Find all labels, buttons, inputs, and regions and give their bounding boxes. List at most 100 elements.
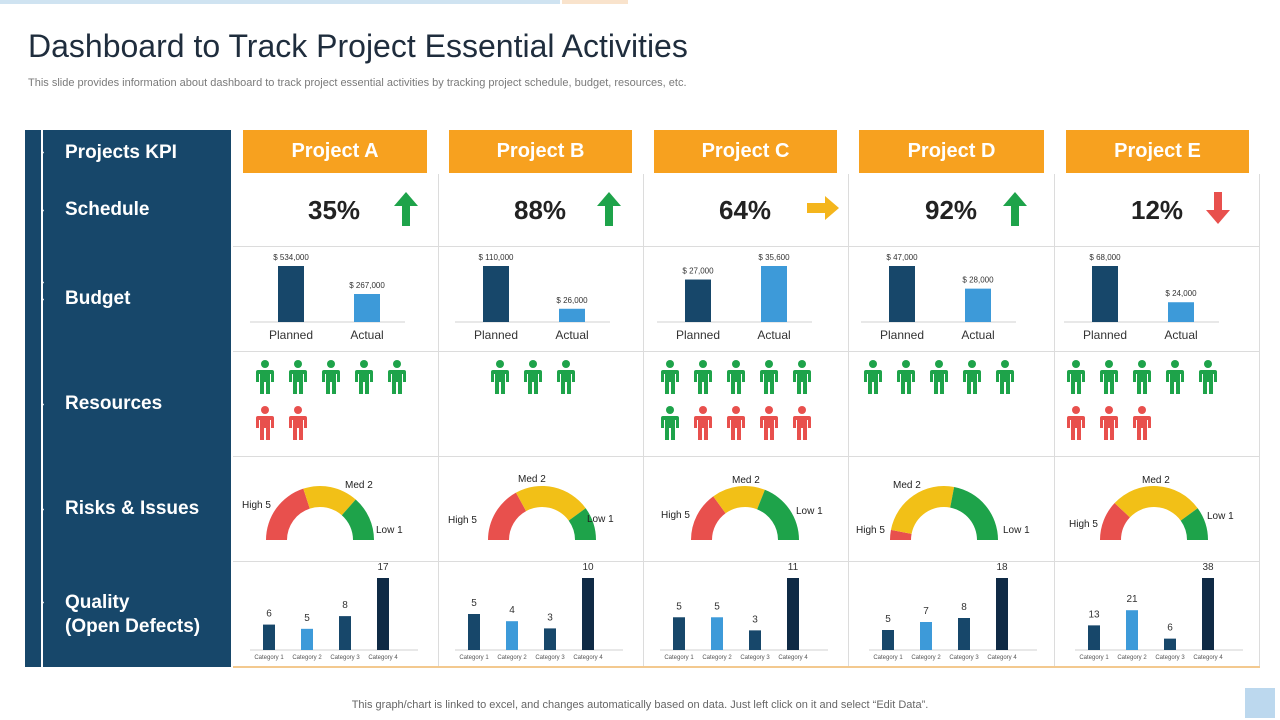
person-icon [256, 360, 274, 394]
person-icon [322, 360, 340, 394]
risk-gauge-b [488, 486, 596, 540]
budget-value-label: $ 534,000 [273, 253, 309, 262]
risk-gauge-e [1100, 486, 1208, 540]
quality-bar [263, 624, 275, 650]
quality-bar [920, 622, 932, 650]
person-icon [694, 360, 712, 394]
person-icon [1166, 360, 1184, 394]
top-accent-strip-orange [562, 0, 628, 4]
risk-gauge-a [266, 486, 374, 540]
person-icon [1067, 360, 1085, 394]
budget-category-label: Actual [350, 328, 383, 342]
quality-bar [468, 614, 480, 650]
resources-d [864, 360, 1014, 394]
schedule-value-c: 64% [719, 195, 772, 225]
chevron-right-icon: › [41, 277, 45, 288]
person-icon [694, 406, 712, 440]
quality-chart-a: 6 Category 1 5 Category 2 8 Category 3 17 Categ… [250, 562, 418, 661]
quality-category-label: Category 3 [740, 655, 770, 661]
person-icon [289, 360, 307, 394]
quality-value-label: 3 [547, 612, 553, 623]
arrow-down-icon [1206, 192, 1230, 224]
kpi-row-risks: Risks & Issues [65, 498, 200, 519]
quality-value-label: 4 [509, 605, 515, 616]
budget-chart-a: $ 534,000 Planned $ 267,000 Actual [250, 253, 405, 342]
risk-low-label-a: Low 1 [376, 525, 403, 536]
project-a-header: Project A [243, 130, 427, 173]
quality-category-label: Category 1 [459, 655, 489, 661]
risk-med-label-b: Med 2 [518, 474, 546, 485]
page-subtitle: This slide provides information about da… [28, 77, 687, 89]
quality-value-label: 5 [714, 601, 720, 612]
risk-high-label-a: High 5 [242, 500, 271, 511]
grid-divider [233, 351, 1260, 352]
person-icon [760, 360, 778, 394]
person-icon [355, 360, 373, 394]
budget-chart-d: $ 47,000 Planned $ 28,000 Actual [861, 253, 1016, 342]
project-b-header: Project B [449, 130, 632, 173]
person-icon [727, 360, 745, 394]
person-icon [864, 360, 882, 394]
kpi-row-budget: Budget [65, 288, 131, 309]
chevron-right-icon: › [41, 294, 45, 305]
person-icon [930, 360, 948, 394]
quality-category-label: Category 2 [497, 655, 527, 661]
risk-high-label-e: High 5 [1069, 519, 1098, 530]
quality-bar [582, 578, 594, 650]
budget-bar [483, 266, 509, 322]
budget-bar [761, 266, 787, 322]
quality-value-label: 8 [342, 600, 348, 611]
risk-low-label-e: Low 1 [1207, 511, 1234, 522]
chevron-right-icon: › [41, 399, 45, 410]
schedule-value-a: 35% [308, 195, 361, 225]
arrow-up-icon [394, 192, 418, 226]
risk-med-label-e: Med 2 [1142, 475, 1170, 486]
chevron-right-icon: › [41, 147, 45, 158]
quality-bar [544, 628, 556, 650]
person-icon [897, 360, 915, 394]
quality-category-label: Category 1 [254, 655, 284, 661]
risk-low-segment [341, 499, 374, 540]
arrow-up-icon [597, 192, 621, 226]
budget-value-label: $ 27,000 [682, 267, 714, 276]
quality-chart-e: 13 Category 1 21 Category 2 6 Category 3 38 Cat… [1075, 562, 1243, 661]
project-c-header: Project C [654, 130, 837, 173]
quality-bar [1202, 578, 1214, 650]
arrow-up-icon [1003, 192, 1027, 226]
risk-med-label-d: Med 2 [893, 480, 921, 491]
resources-b [491, 360, 575, 394]
budget-value-label: $ 35,600 [758, 253, 790, 262]
risk-low-segment [757, 489, 799, 540]
chevron-right-icon: › [41, 597, 45, 608]
budget-value-label: $ 24,000 [1165, 289, 1197, 298]
person-icon [1100, 406, 1118, 440]
grid-divider [643, 174, 644, 667]
grid-divider [233, 456, 1260, 457]
bottom-rule [233, 666, 1260, 668]
risk-gauge-c [691, 486, 799, 540]
project-e-header: Project E [1066, 130, 1249, 173]
risk-low-label-c: Low 1 [796, 506, 823, 517]
risk-high-label-d: High 5 [856, 525, 885, 536]
person-icon [1133, 406, 1151, 440]
quality-category-label: Category 1 [664, 655, 694, 661]
arrow-right-icon [807, 196, 839, 220]
quality-category-label: Category 4 [1193, 655, 1223, 661]
quality-value-label: 17 [377, 562, 389, 573]
quality-chart-b: 5 Category 1 4 Category 2 3 Category 3 10 Categ… [455, 562, 623, 661]
quality-category-label: Category 4 [987, 655, 1017, 661]
budget-bar [559, 308, 585, 322]
risk-high-segment [691, 496, 726, 540]
risk-med-segment [890, 486, 955, 534]
person-icon [661, 360, 679, 394]
quality-value-label: 18 [996, 562, 1008, 573]
person-icon [793, 406, 811, 440]
quality-category-label: Category 1 [873, 655, 903, 661]
budget-category-label: Planned [474, 328, 518, 342]
budget-value-label: $ 47,000 [886, 253, 918, 262]
person-icon [557, 360, 575, 394]
quality-bar [301, 628, 313, 650]
budget-category-label: Planned [269, 328, 313, 342]
quality-bar [1164, 638, 1176, 650]
quality-value-label: 5 [471, 598, 477, 609]
